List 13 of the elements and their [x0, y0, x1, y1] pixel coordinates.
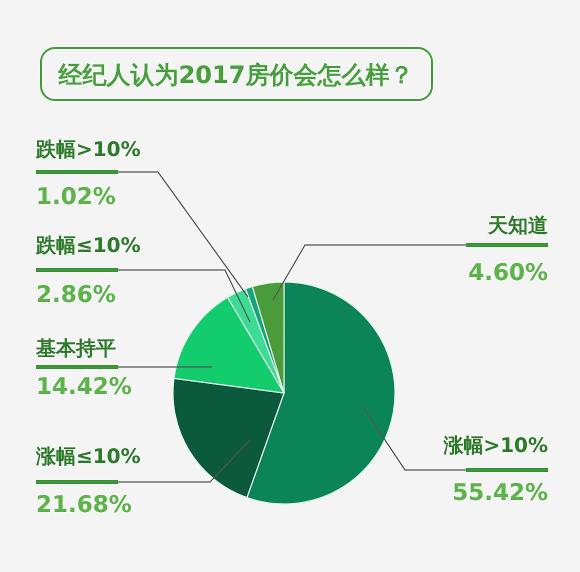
- data-label: 2.86%: [36, 282, 116, 308]
- slice-label: 基本持平: [35, 336, 116, 360]
- data-label: 14.42%: [36, 374, 132, 400]
- data-label: 55.42%: [452, 480, 548, 506]
- slice-label: 涨幅>10%: [442, 433, 548, 457]
- slice-label: 涨幅≤10%: [35, 444, 141, 468]
- data-label: 4.60%: [468, 260, 548, 286]
- slice-label: 跌幅≤10%: [35, 233, 141, 257]
- slice-label: 天知道: [487, 213, 548, 237]
- data-label: 21.68%: [36, 492, 132, 518]
- data-label: 1.02%: [36, 184, 116, 210]
- chart-title: 经纪人认为2017房价会怎么样？: [58, 61, 414, 89]
- slice-label: 跌幅>10%: [35, 137, 141, 161]
